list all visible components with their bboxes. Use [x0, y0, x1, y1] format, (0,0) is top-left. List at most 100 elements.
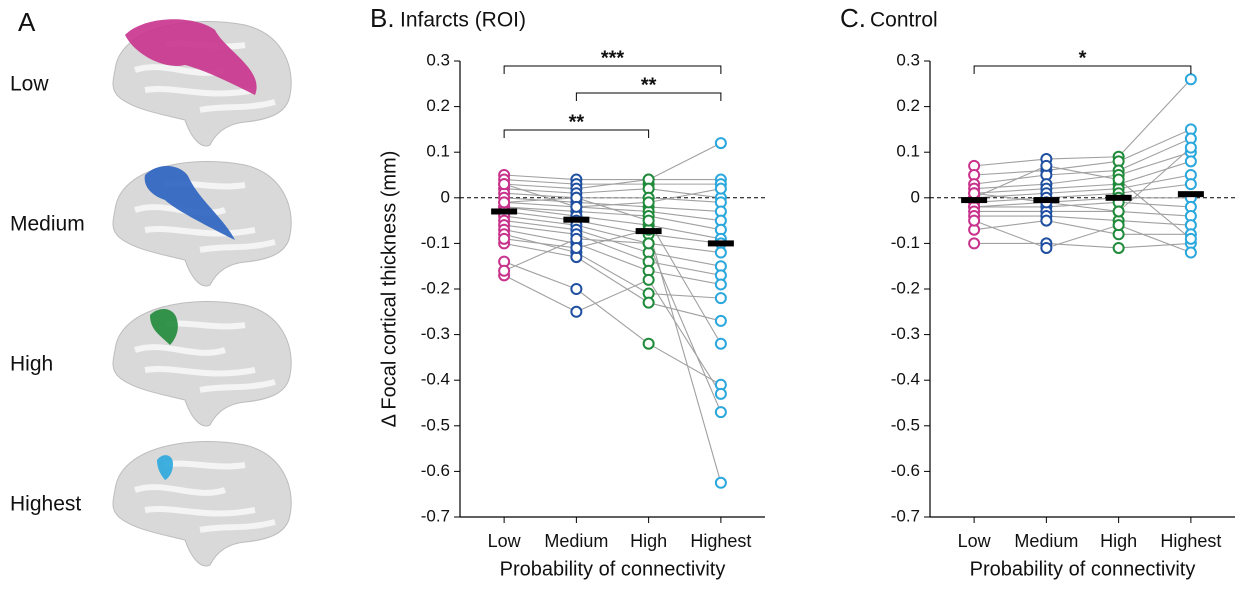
- subject-point: [1184, 141, 1197, 154]
- brain-panel: Low Medium High Highest: [10, 19, 292, 567]
- significance-bracket: [503, 65, 722, 74]
- y-tick-label: -0.7: [891, 506, 920, 525]
- y-tick-label: 0.1: [896, 142, 920, 161]
- y-tick-label: -0.6: [891, 461, 920, 480]
- x-tick-label: Low: [488, 531, 522, 551]
- y-tick-label: -0.5: [421, 415, 450, 434]
- brain: [112, 160, 292, 287]
- brain-folds: [134, 40, 276, 113]
- subject-point: [642, 296, 655, 309]
- subject-line: [503, 238, 722, 413]
- subject-line: [504, 210, 721, 244]
- y-tick-label: -0.2: [421, 278, 450, 297]
- significance-label: **: [569, 111, 585, 133]
- subject-point: [714, 246, 727, 259]
- subject-line: [504, 206, 721, 240]
- activation: [125, 19, 257, 95]
- brain-folds: [134, 320, 276, 393]
- subject-line: [504, 197, 722, 344]
- y-tick-label: -0.4: [891, 370, 920, 389]
- y-tick-label: -0.5: [891, 415, 920, 434]
- subject-point: [498, 196, 511, 209]
- y-tick-label: 0.3: [896, 50, 920, 69]
- activation: [144, 165, 235, 240]
- subject-line: [503, 183, 721, 208]
- subject-point: [1184, 178, 1197, 191]
- subject-line: [974, 220, 1191, 235]
- subject-point: [714, 292, 727, 305]
- mean-bar: [707, 240, 734, 247]
- subject-point: [1112, 241, 1125, 254]
- subject-point: [642, 214, 655, 227]
- brain-label: Medium: [10, 213, 85, 236]
- subject-line: [974, 183, 1191, 203]
- x-tick-label: Highest: [690, 531, 751, 551]
- mean-bar: [635, 228, 662, 235]
- subject-point: [1040, 159, 1053, 172]
- subject-point: [570, 241, 583, 254]
- subject-point: [498, 264, 511, 277]
- subject-point: [968, 214, 981, 227]
- subject-line: [504, 142, 722, 190]
- subject-line: [504, 242, 722, 322]
- y-tick-label: 0.2: [896, 96, 920, 115]
- subject-point: [968, 237, 981, 250]
- brain: [112, 19, 292, 147]
- subject-point: [714, 182, 727, 195]
- subject-point: [642, 237, 655, 250]
- subject-line: [504, 188, 721, 199]
- significance-label: *: [1079, 47, 1087, 69]
- subject-point: [1112, 173, 1125, 186]
- mean-bar: [1105, 194, 1132, 201]
- subject-point: [570, 283, 583, 295]
- y-tick-label: -0.1: [891, 233, 920, 252]
- subject-point: [714, 337, 727, 350]
- subject-point: [642, 196, 655, 209]
- y-tick-label: -0.6: [421, 461, 450, 480]
- subject-line: [974, 128, 1192, 176]
- subject-line: [974, 242, 1191, 249]
- subject-line: [974, 210, 1191, 217]
- mean-bar: [1033, 197, 1060, 204]
- subject-line: [974, 78, 1192, 167]
- brain-label: Low: [10, 73, 49, 96]
- y-tick-label: -0.3: [421, 324, 450, 343]
- significance-label: **: [641, 74, 657, 96]
- subject-line: [504, 229, 722, 483]
- subject-line: [974, 151, 1192, 190]
- x-axis-label: Probability of connectivity: [500, 558, 726, 580]
- subject-point: [570, 305, 583, 318]
- subject-line: [974, 174, 1191, 199]
- y-tick-label: -0.3: [891, 324, 920, 343]
- y-tick-label: -0.4: [421, 370, 450, 389]
- y-axis-label: Δ Focal cortical thickness (mm): [378, 151, 400, 428]
- subject-point: [642, 273, 655, 286]
- mean-bar: [1177, 191, 1204, 198]
- subject-line: [504, 174, 721, 181]
- y-tick-label: -0.1: [421, 233, 450, 252]
- subject-point: [1112, 219, 1125, 232]
- x-tick-label: Medium: [1014, 531, 1078, 551]
- subject-point: [1040, 241, 1053, 254]
- significance-bracket: [575, 92, 722, 101]
- brain-label: Highest: [10, 493, 81, 516]
- subject-point: [642, 337, 655, 350]
- activation: [150, 308, 178, 345]
- subject-point: [714, 406, 727, 419]
- brain: [112, 300, 292, 427]
- x-tick-label: Highest: [1160, 531, 1221, 551]
- subject-point: [498, 178, 511, 191]
- subject-point: [714, 137, 727, 150]
- x-tick-label: High: [630, 531, 667, 551]
- subject-point: [1184, 246, 1197, 259]
- subject-point: [968, 187, 981, 200]
- subject-line: [974, 215, 1191, 226]
- y-tick-label: -0.7: [421, 506, 450, 525]
- y-tick-label: -0.2: [891, 278, 920, 297]
- activation: [157, 455, 173, 480]
- y-tick-label: 0.2: [426, 96, 450, 115]
- subject-line: [973, 220, 1192, 254]
- subject-line: [974, 147, 1192, 213]
- x-tick-label: Medium: [544, 531, 608, 551]
